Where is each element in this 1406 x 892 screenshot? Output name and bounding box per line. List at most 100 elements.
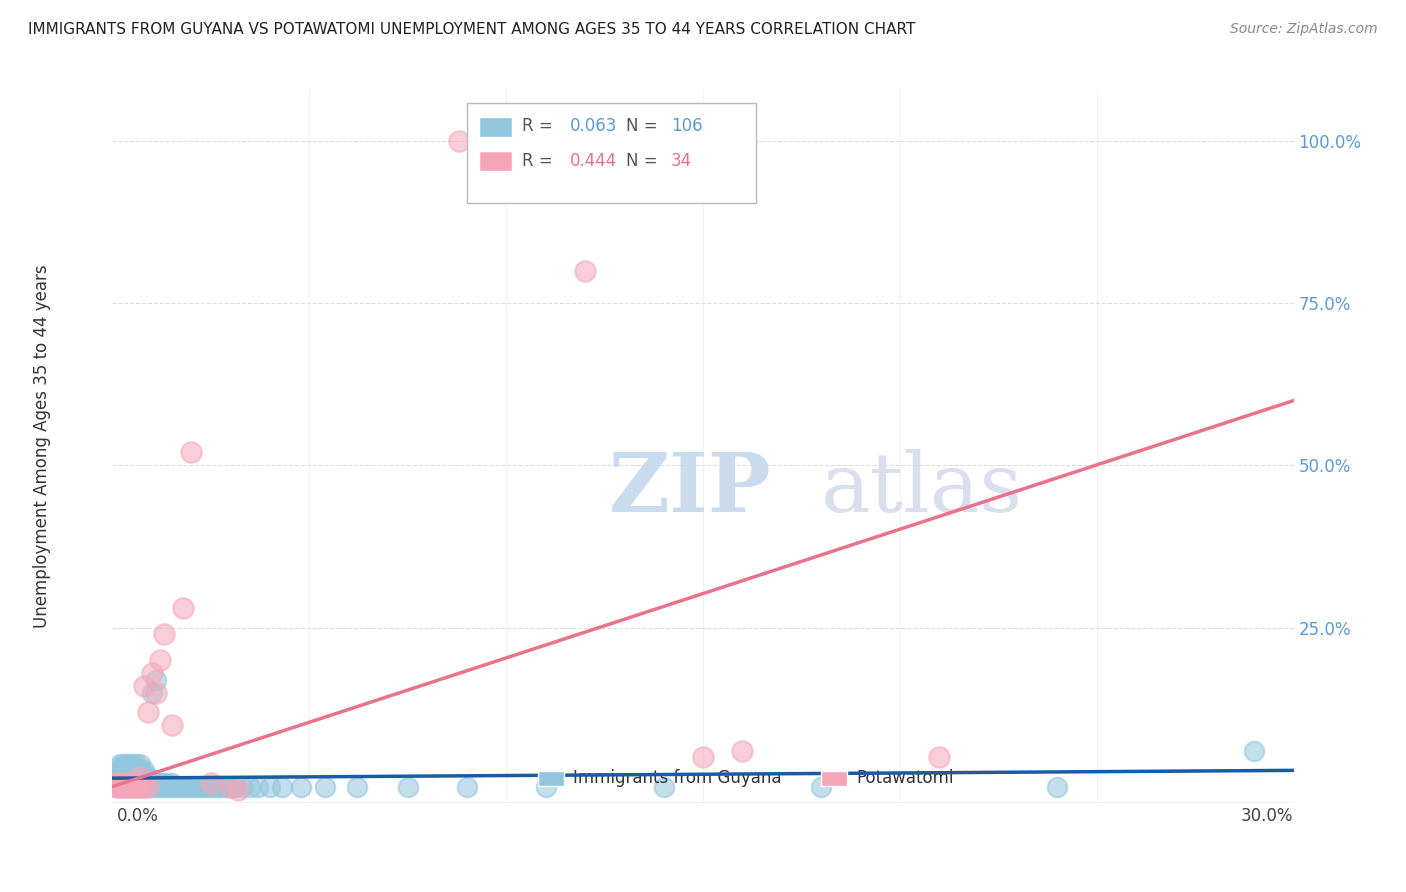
Point: [270, 780, 292, 794]
Point: [105, 776, 128, 790]
Point: [184, 780, 207, 794]
Point: [346, 780, 368, 794]
Point: [112, 780, 135, 794]
Point: [211, 780, 233, 794]
Point: [534, 780, 557, 794]
Point: [219, 780, 242, 794]
Point: [180, 780, 202, 794]
Point: [112, 766, 135, 780]
Point: [169, 780, 191, 794]
Point: [172, 601, 194, 615]
Point: [110, 773, 132, 788]
Text: 0.444: 0.444: [569, 152, 617, 169]
Point: [208, 780, 231, 794]
Point: [456, 780, 478, 794]
Point: [136, 780, 159, 794]
FancyBboxPatch shape: [467, 103, 756, 203]
Point: [117, 773, 139, 788]
Point: [136, 770, 159, 784]
Point: [117, 766, 139, 780]
Text: R =: R =: [522, 118, 558, 136]
Text: 106: 106: [671, 118, 703, 136]
Point: [117, 756, 139, 771]
Text: atlas: atlas: [821, 449, 1024, 529]
Point: [110, 780, 132, 794]
Point: [141, 776, 163, 790]
Point: [731, 744, 754, 758]
Point: [112, 776, 135, 790]
Point: [112, 760, 135, 774]
Point: [928, 750, 950, 764]
Point: [156, 780, 179, 794]
Point: [112, 756, 135, 771]
Point: [200, 776, 222, 790]
Point: [145, 780, 167, 794]
Point: [145, 685, 167, 699]
Point: [145, 673, 167, 687]
Point: [160, 780, 183, 794]
Point: [145, 776, 167, 790]
Text: Immigrants from Guyana: Immigrants from Guyana: [574, 769, 782, 787]
Point: [105, 770, 128, 784]
Point: [141, 773, 163, 788]
Point: [136, 776, 159, 790]
Point: [239, 780, 262, 794]
Point: [152, 776, 174, 790]
Point: [290, 780, 312, 794]
Point: [125, 776, 148, 790]
Point: [149, 776, 172, 790]
Point: [125, 776, 148, 790]
Point: [160, 718, 183, 732]
Point: [129, 773, 152, 788]
Text: Unemployment Among Ages 35 to 44 years: Unemployment Among Ages 35 to 44 years: [32, 264, 51, 628]
Point: [117, 760, 139, 774]
Point: [132, 766, 155, 780]
Point: [152, 780, 174, 794]
Point: [121, 773, 143, 788]
Point: [110, 760, 132, 774]
Text: N =: N =: [626, 118, 664, 136]
Point: [191, 780, 214, 794]
Text: Source: ZipAtlas.com: Source: ZipAtlas.com: [1230, 22, 1378, 37]
Point: [475, 134, 498, 148]
Point: [121, 766, 143, 780]
Point: [125, 756, 148, 771]
Point: [129, 756, 152, 771]
Point: [125, 780, 148, 794]
Point: [121, 770, 143, 784]
Point: [110, 770, 132, 784]
Text: N =: N =: [626, 152, 664, 169]
Point: [110, 776, 132, 790]
Point: [129, 780, 152, 794]
Text: Potawatomi: Potawatomi: [856, 769, 955, 787]
Point: [132, 773, 155, 788]
Point: [314, 780, 336, 794]
Point: [149, 780, 172, 794]
Point: [121, 776, 143, 790]
Point: [1243, 744, 1265, 758]
Point: [396, 780, 419, 794]
Point: [132, 780, 155, 794]
Point: [259, 780, 281, 794]
Point: [136, 705, 159, 719]
Point: [141, 685, 163, 699]
Point: [121, 760, 143, 774]
Point: [110, 780, 132, 794]
Point: [129, 780, 152, 794]
Point: [172, 780, 194, 794]
Point: [136, 773, 159, 788]
Point: [165, 780, 187, 794]
Point: [125, 773, 148, 788]
Point: [132, 679, 155, 693]
Point: [117, 776, 139, 790]
Point: [188, 780, 211, 794]
Point: [141, 780, 163, 794]
Point: [110, 756, 132, 771]
Point: [180, 445, 202, 459]
Point: [219, 780, 242, 794]
Point: [105, 773, 128, 788]
Point: [215, 780, 238, 794]
Point: [132, 776, 155, 790]
Point: [117, 780, 139, 794]
Point: [152, 627, 174, 641]
